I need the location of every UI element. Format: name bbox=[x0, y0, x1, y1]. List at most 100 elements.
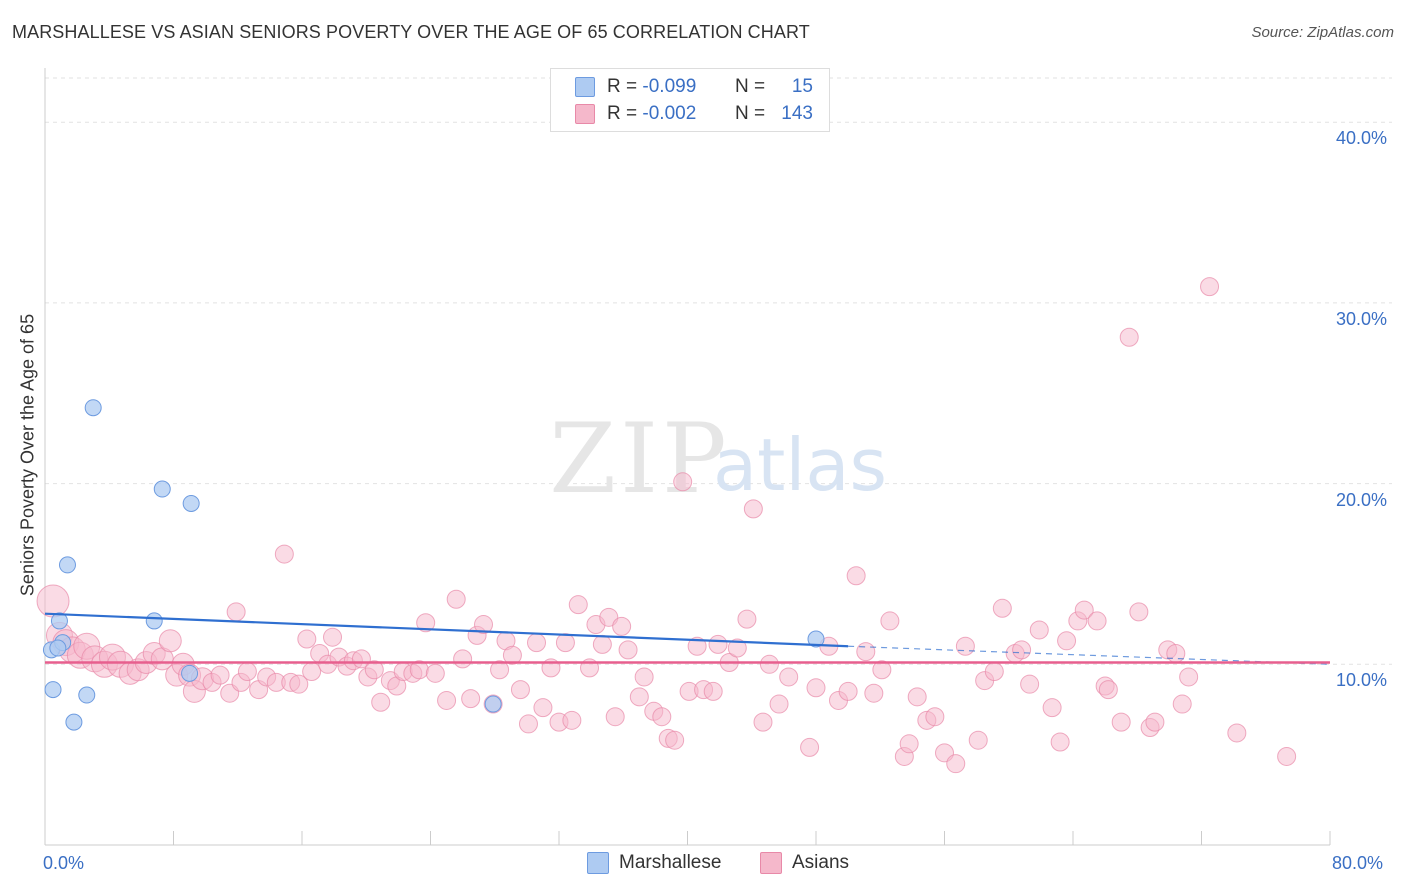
r-value: -0.002 bbox=[642, 103, 697, 124]
asians-point bbox=[899, 734, 919, 754]
chart-title: MARSHALLESE VS ASIAN SENIORS POVERTY OVE… bbox=[12, 22, 810, 42]
marshallese-swatch bbox=[575, 77, 595, 97]
asians-point bbox=[779, 667, 799, 687]
asians-point bbox=[629, 687, 649, 707]
asians-point bbox=[453, 649, 473, 669]
asians-point bbox=[769, 694, 789, 714]
marshallese-point bbox=[49, 639, 67, 657]
asians-point bbox=[1129, 602, 1149, 622]
grid-lines bbox=[45, 77, 1392, 665]
asians-point bbox=[461, 689, 481, 709]
asians-point bbox=[946, 754, 966, 774]
asians-point bbox=[371, 692, 391, 712]
marshallese-point bbox=[58, 556, 76, 574]
asians-point bbox=[36, 584, 70, 618]
r-label: R = bbox=[607, 103, 638, 124]
asians-point bbox=[1057, 631, 1077, 651]
series-legend: Marshallese Asians bbox=[0, 852, 1406, 876]
asians-point bbox=[437, 690, 457, 710]
asians-point bbox=[673, 472, 693, 492]
y-tick-label: 40.0% bbox=[1336, 128, 1388, 149]
asians-point bbox=[1087, 611, 1107, 631]
asians-point bbox=[612, 616, 632, 636]
marshallese-point bbox=[153, 480, 171, 498]
asians-point bbox=[856, 642, 876, 662]
legend-label: Asians bbox=[792, 852, 850, 873]
asians-point bbox=[323, 627, 343, 647]
asians-point bbox=[158, 629, 182, 653]
asians-point bbox=[1012, 640, 1032, 660]
source-note: Source: ZipAtlas.com bbox=[1251, 24, 1394, 41]
asians-point bbox=[510, 680, 530, 700]
asians-point bbox=[490, 660, 510, 680]
asians-point bbox=[727, 638, 747, 658]
asians-point bbox=[759, 654, 779, 674]
asians-point bbox=[753, 712, 773, 732]
asians-point bbox=[846, 566, 866, 586]
asians-point bbox=[872, 660, 892, 680]
marshallese-point bbox=[84, 399, 102, 417]
asians-point bbox=[838, 681, 858, 701]
asians-point bbox=[364, 660, 384, 680]
asians-point bbox=[605, 707, 625, 727]
asians-point bbox=[592, 634, 612, 654]
asians-point bbox=[502, 645, 522, 665]
asians-point bbox=[743, 499, 763, 519]
asians-point bbox=[1042, 698, 1062, 718]
marshallese-trend-line bbox=[44, 612, 849, 648]
watermark-atlas: atlas bbox=[713, 423, 887, 507]
asians-point bbox=[864, 683, 884, 703]
y-tick-label: 20.0% bbox=[1336, 489, 1388, 510]
asians-point bbox=[533, 698, 553, 718]
asians-point bbox=[210, 665, 230, 685]
asians-point bbox=[687, 636, 707, 656]
marshallese-point bbox=[181, 664, 199, 682]
x-tick-label-max: 80.0% bbox=[1332, 853, 1384, 873]
asians-point bbox=[1277, 746, 1297, 766]
marshallese-point bbox=[78, 686, 96, 704]
asians-point bbox=[806, 678, 826, 698]
asians-point bbox=[425, 663, 445, 683]
asians-point bbox=[1145, 712, 1165, 732]
y-axis-label: Seniors Poverty Over the Age of 65 bbox=[17, 313, 38, 597]
asians-point bbox=[1050, 732, 1070, 752]
n-label: N = bbox=[735, 103, 766, 124]
asians-point bbox=[968, 730, 988, 750]
asians-point bbox=[708, 634, 728, 654]
asians-point bbox=[1227, 723, 1247, 743]
y-tick-label: 30.0% bbox=[1336, 308, 1388, 329]
asians-points bbox=[36, 277, 1297, 774]
asians-point bbox=[474, 615, 494, 635]
n-value: 15 bbox=[791, 76, 813, 97]
axes bbox=[44, 68, 1331, 846]
marshallese-point bbox=[807, 630, 825, 648]
asians-point bbox=[568, 595, 588, 615]
r-label: R = bbox=[607, 76, 638, 97]
asians-point bbox=[446, 589, 466, 609]
asians-point bbox=[1098, 680, 1118, 700]
asians-point bbox=[652, 707, 672, 727]
asians-point bbox=[618, 640, 638, 660]
asians-point bbox=[703, 681, 723, 701]
asians-point bbox=[925, 707, 945, 727]
n-value: 143 bbox=[781, 103, 813, 124]
asians-point bbox=[302, 662, 322, 682]
n-label: N = bbox=[735, 76, 766, 97]
x-tick-label-min: 0.0% bbox=[43, 853, 85, 873]
asians-point bbox=[1111, 712, 1131, 732]
marshallese-point bbox=[44, 681, 62, 699]
asians-point bbox=[1200, 277, 1220, 297]
asians-point bbox=[289, 674, 309, 694]
legend-label: Marshallese bbox=[619, 852, 722, 873]
marshallese-points bbox=[42, 399, 825, 731]
legend-item-marshallese[interactable]: Marshallese bbox=[587, 852, 721, 874]
stats-legend: R = -0.099 N = 15 R = -0.002 N = 143 bbox=[550, 68, 830, 132]
asians-point bbox=[1074, 600, 1094, 620]
asians-point bbox=[634, 667, 654, 687]
asians-point bbox=[800, 737, 820, 757]
asians-point bbox=[1029, 620, 1049, 640]
legend-item-asians[interactable]: Asians bbox=[760, 852, 849, 874]
asians-point bbox=[297, 629, 317, 649]
asians-point bbox=[599, 607, 619, 627]
